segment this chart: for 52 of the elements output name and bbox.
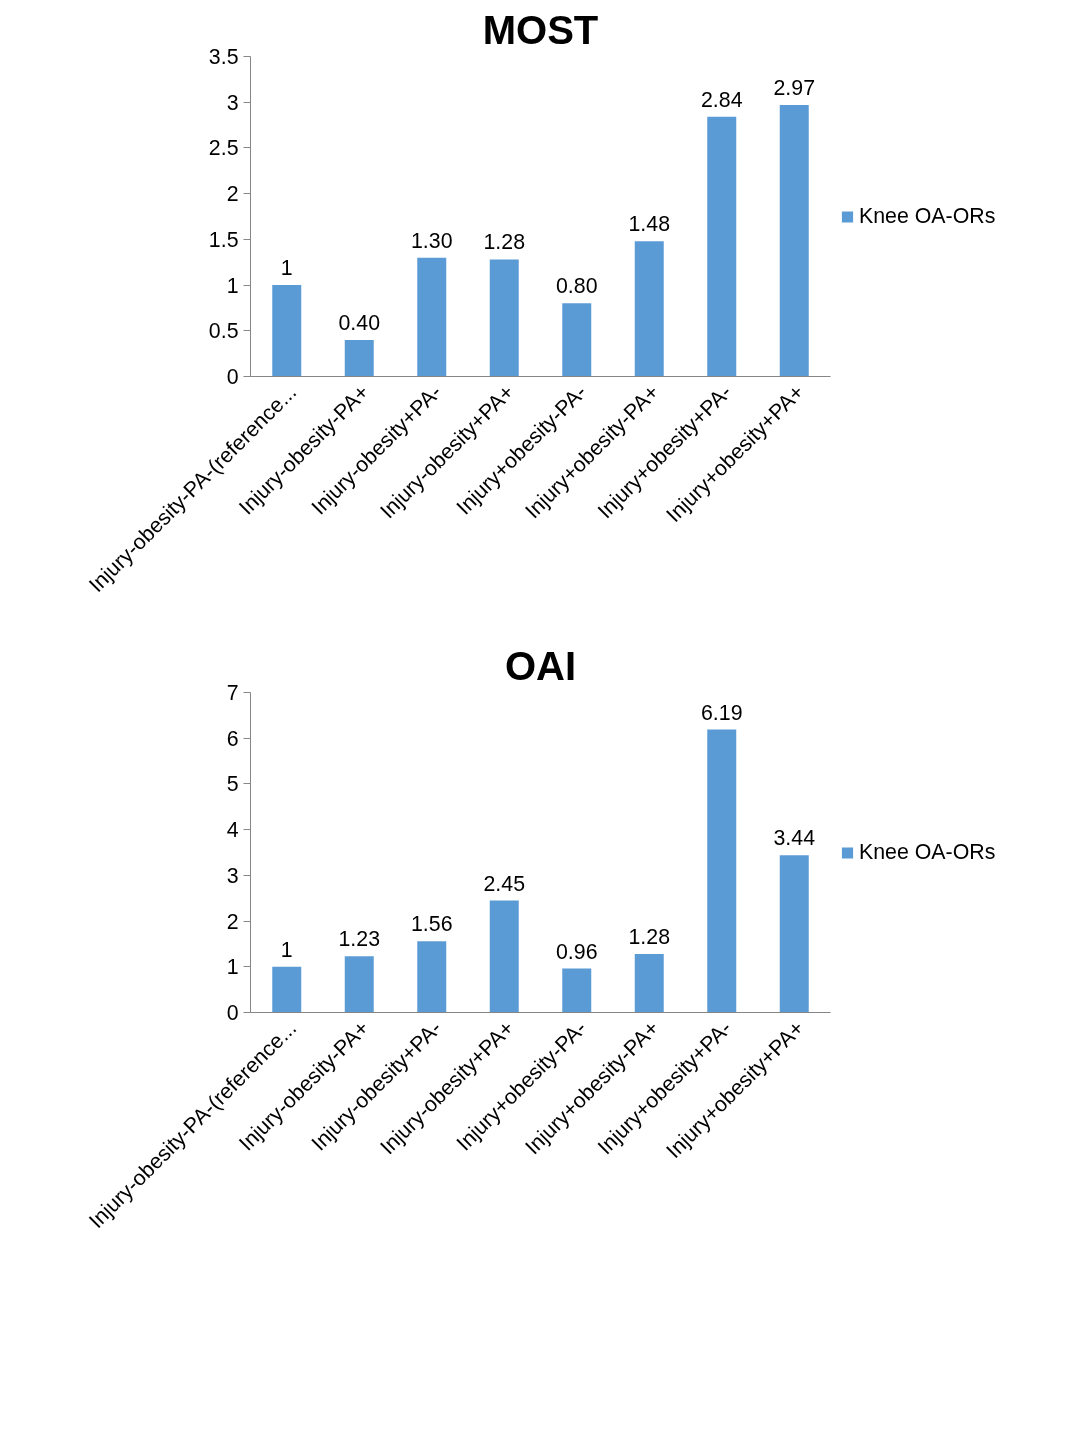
data-label: 2.97 xyxy=(773,75,816,100)
y-tick-label: 1.5 xyxy=(208,227,239,252)
data-label: 0.96 xyxy=(555,939,598,964)
data-label: 3.44 xyxy=(773,826,816,851)
bar xyxy=(344,339,374,377)
bar xyxy=(634,953,664,1013)
data-label: 1 xyxy=(280,937,293,962)
bar xyxy=(707,729,737,1013)
y-tick-label: 3.5 xyxy=(208,45,239,69)
y-tick-label: 5 xyxy=(226,772,239,797)
chart-title: OAI xyxy=(504,643,577,688)
y-tick-label: 0 xyxy=(226,1001,239,1025)
legend-label: Knee OA-ORs xyxy=(859,839,996,865)
y-tick-label: 2 xyxy=(226,909,239,934)
bar xyxy=(489,900,519,1013)
chart-title: MOST xyxy=(482,7,599,52)
y-tick-label: 6 xyxy=(226,726,239,751)
bar xyxy=(562,303,592,377)
data-label: 1.28 xyxy=(628,924,671,949)
data-label: 1.30 xyxy=(410,228,453,253)
bar xyxy=(562,968,592,1013)
data-label: 1.56 xyxy=(410,912,453,937)
bar xyxy=(272,285,302,377)
y-tick-label: 1 xyxy=(226,955,239,980)
y-tick-label: 0.5 xyxy=(208,319,239,344)
bar xyxy=(634,241,664,377)
data-label: 1.48 xyxy=(628,212,671,237)
legend-label: Knee OA-ORs xyxy=(859,203,996,229)
bar xyxy=(272,966,302,1013)
data-label: 1.28 xyxy=(483,230,526,255)
data-label: 0.80 xyxy=(555,274,598,299)
data-label: 0.40 xyxy=(338,310,381,335)
bar xyxy=(344,956,374,1013)
y-tick-label: 3 xyxy=(226,863,239,888)
y-tick-label: 3 xyxy=(226,90,239,115)
y-tick-label: 4 xyxy=(226,818,239,843)
y-tick-label: 2.5 xyxy=(208,136,239,161)
y-tick-label: 1 xyxy=(226,273,239,298)
bar xyxy=(707,116,737,377)
bar xyxy=(489,259,519,377)
bar xyxy=(779,855,809,1013)
y-tick-label: 2 xyxy=(226,182,239,207)
y-tick-label: 0 xyxy=(226,365,239,389)
data-label: 1.23 xyxy=(338,927,381,952)
data-label: 6.19 xyxy=(700,700,743,725)
bar xyxy=(417,257,447,377)
data-label: 2.45 xyxy=(483,871,526,896)
y-tick-label: 7 xyxy=(226,681,239,705)
bar xyxy=(779,104,809,377)
data-label: 2.84 xyxy=(700,87,743,112)
bar xyxy=(417,941,447,1013)
data-label: 1 xyxy=(280,256,293,281)
